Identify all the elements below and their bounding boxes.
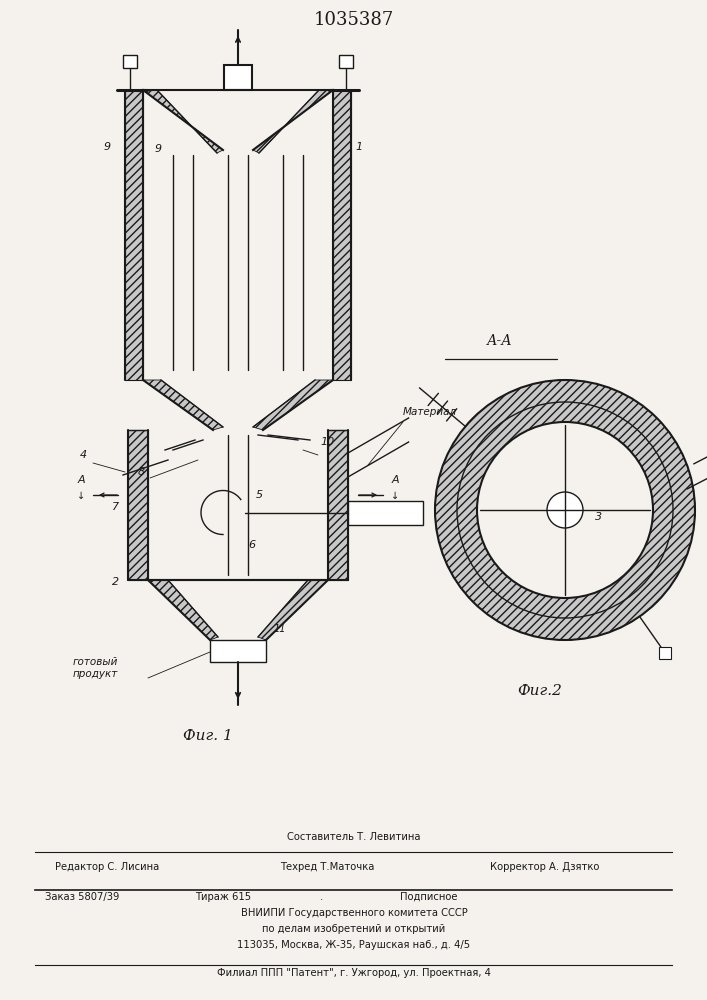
Text: .: .: [320, 892, 323, 902]
Text: 3: 3: [595, 512, 602, 522]
Polygon shape: [148, 580, 218, 640]
Circle shape: [477, 422, 653, 598]
Bar: [123, 55, 137, 68]
Polygon shape: [143, 90, 223, 153]
Polygon shape: [253, 380, 333, 430]
Text: А: А: [391, 475, 399, 485]
Text: 5: 5: [256, 489, 263, 499]
Bar: [339, 55, 353, 68]
Text: ↓: ↓: [391, 491, 399, 501]
Circle shape: [547, 492, 583, 528]
Text: 7: 7: [112, 502, 119, 512]
Bar: [210, 640, 266, 662]
Text: 6: 6: [248, 540, 255, 550]
Text: Корректор А. Дзятко: Корректор А. Дзятко: [490, 862, 600, 872]
Bar: [660, 647, 672, 659]
Text: 4: 4: [80, 450, 87, 460]
Text: Составитель Т. Левитина: Составитель Т. Левитина: [287, 832, 421, 842]
Bar: [333, 90, 351, 380]
Text: Материал: Материал: [403, 407, 457, 417]
Bar: [128, 430, 148, 580]
Polygon shape: [253, 90, 333, 153]
Bar: [224, 65, 252, 90]
Text: 1035387: 1035387: [314, 11, 394, 29]
Text: Редактор С. Лисина: Редактор С. Лисина: [55, 862, 159, 872]
Text: Подписное: Подписное: [400, 892, 457, 902]
Polygon shape: [143, 380, 223, 430]
Text: 2: 2: [112, 577, 119, 587]
Bar: [328, 430, 348, 580]
Circle shape: [435, 380, 695, 640]
Text: 113035, Москва, Ж-35, Раушская наб., д. 4/5: 113035, Москва, Ж-35, Раушская наб., д. …: [238, 940, 471, 950]
Text: 10: 10: [320, 437, 334, 447]
Text: по делам изобретений и открытий: по делам изобретений и открытий: [262, 924, 445, 934]
Text: Тираж 615: Тираж 615: [195, 892, 251, 902]
Text: Фиг.2: Фиг.2: [518, 684, 563, 698]
Bar: [348, 500, 423, 524]
Text: Техред Т.Маточка: Техред Т.Маточка: [280, 862, 375, 872]
Text: 9: 9: [154, 144, 162, 154]
Text: А-А: А-А: [487, 334, 513, 348]
Text: Заказ 5807/39: Заказ 5807/39: [45, 892, 119, 902]
Text: 9: 9: [103, 142, 110, 152]
Bar: [125, 90, 143, 380]
Text: ВНИИПИ Государственного комитета СССР: ВНИИПИ Государственного комитета СССР: [240, 908, 467, 918]
Polygon shape: [258, 580, 328, 640]
Text: ↓: ↓: [77, 491, 85, 501]
Text: готовый
продукт: готовый продукт: [73, 657, 118, 679]
Text: 1: 1: [356, 142, 363, 152]
Text: А: А: [77, 475, 85, 485]
Text: 11: 11: [274, 624, 286, 634]
Text: Филиал ППП "Патент", г. Ужгород, ул. Проектная, 4: Филиал ППП "Патент", г. Ужгород, ул. Про…: [217, 968, 491, 978]
Text: Фиг. 1: Фиг. 1: [183, 729, 233, 743]
Text: 8: 8: [138, 467, 145, 477]
